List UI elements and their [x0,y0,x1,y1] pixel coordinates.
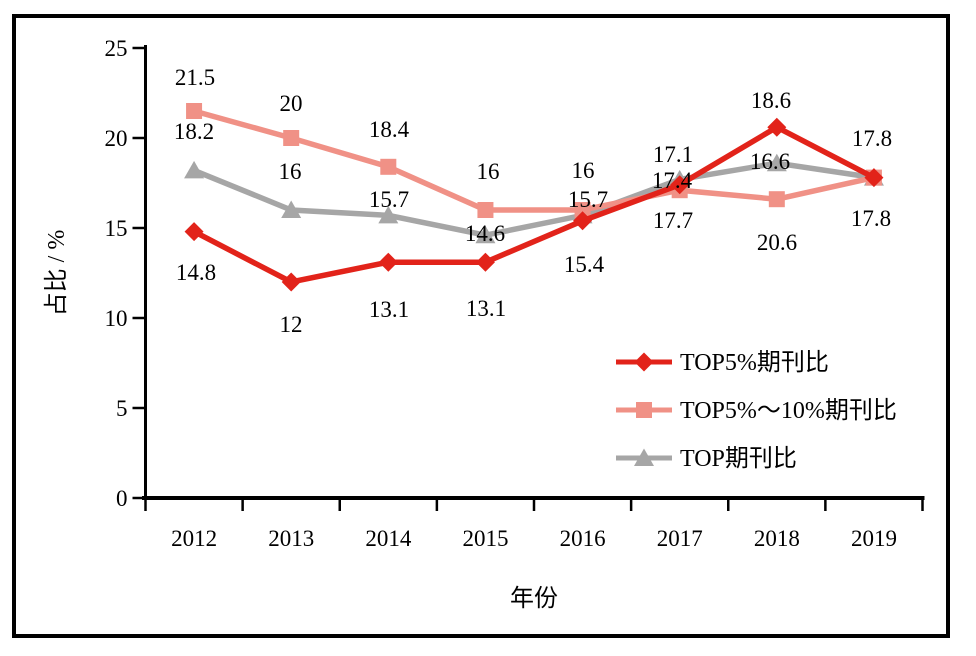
data-point-marker [767,117,787,137]
data-point-label: 17.1 [653,142,693,167]
legend: TOP5%期刊比 TOP5%～10%期刊比 TOP期刊比 [616,349,897,472]
data-point-label: 16.6 [750,149,790,174]
data-point-marker [768,191,785,208]
data-point-marker [475,252,495,272]
series-line [193,108,875,213]
y-axis-tick-label: 15 [105,216,128,241]
data-point-marker [378,252,398,272]
data-point-marker [184,222,204,242]
data-point-label: 13.1 [369,297,409,322]
data-point-marker [574,202,591,218]
y-axis-tick-label: 25 [105,36,128,61]
x-axis-tick-label: 2019 [851,526,897,551]
x-axis-title: 年份 [510,585,558,612]
data-point-label: 21.5 [175,65,215,90]
y-axis-tick-label: 10 [105,306,128,331]
y-axis-title: 占比 / % [43,230,70,317]
x-axis-tick-label: 2016 [560,526,606,551]
data-point-label: 20 [280,91,303,116]
data-point-label: 17.7 [653,208,693,233]
y-axis-tick-label: 0 [116,486,128,511]
data-point-marker [283,130,300,146]
data-point-marker [281,200,302,218]
data-point-marker [475,225,496,244]
x-axis-tick-label: 2014 [365,526,412,551]
data-point-label: 16 [477,159,500,184]
x-axis-tick-label: 2013 [268,526,314,551]
x-axis-tick-label: 2017 [657,526,703,551]
series-line [193,160,875,239]
data-labels: 14.8 12 13.1 13.1 15.4 17.4 20.6 17.8 21.5 20 18.4… [174,65,892,337]
data-point-label: 16 [572,158,595,183]
data-point-marker [670,175,690,195]
data-point-marker [864,168,884,188]
data-point-label: 14.8 [176,260,216,285]
legend-marker [636,402,652,418]
data-point-label: 17.8 [851,206,891,231]
legend-label: TOP5%期刊比 [680,349,829,376]
data-point-label: 16 [279,159,302,184]
chart-border [12,14,950,638]
data-point-label: 18.6 [751,88,791,113]
data-point-marker [573,211,593,231]
data-point-marker [380,158,397,175]
data-point-label: 17.8 [852,126,892,151]
y-axis-tick-label: 20 [105,126,128,151]
data-point-label: 15.7 [369,187,409,212]
data-point-marker [477,202,494,218]
legend-marker [634,448,654,466]
data-point-label: 17.4 [652,168,693,193]
data-point-marker [186,103,203,119]
series-lines [184,103,884,292]
legend-label: TOP期刊比 [680,445,797,472]
data-point-label: 20.6 [757,230,797,255]
legend-label: TOP5%～10%期刊比 [680,397,897,424]
data-point-label: 14.6 [465,221,505,246]
data-point-marker [184,160,205,179]
data-point-marker [766,153,787,172]
y-axis-tick-label: 5 [116,396,128,421]
data-point-marker [281,272,301,292]
data-point-label: 15.4 [564,252,605,277]
data-point-label: 18.4 [369,117,410,142]
x-axis-tick-label: 2018 [754,526,800,551]
series-line [192,124,876,285]
x-axis-tick-label: 2012 [171,526,217,551]
data-point-label: 12 [280,312,303,337]
data-point-label: 18.2 [174,119,214,144]
legend-marker [634,352,654,372]
data-point-label: 13.1 [466,296,506,321]
data-point-marker [378,205,399,224]
data-point-label: 15.7 [568,187,608,212]
x-axis-tick-label: 2015 [462,526,508,551]
